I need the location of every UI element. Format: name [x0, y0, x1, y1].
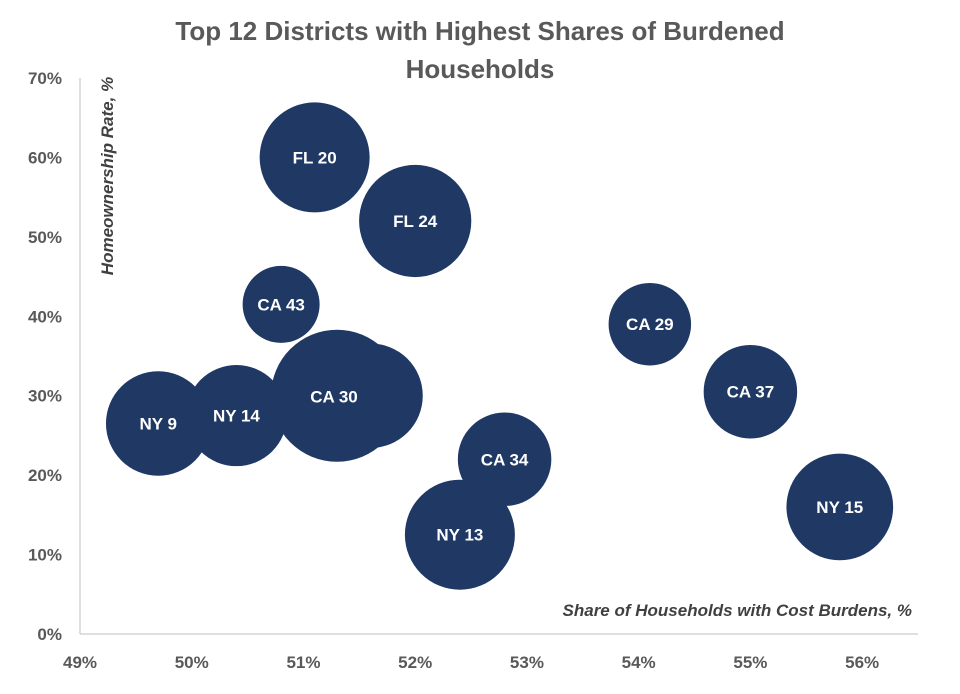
chart-title-line-1: Top 12 Districts with Highest Shares of …: [175, 16, 785, 46]
bubble-circle: [270, 329, 403, 462]
bubble-label: CA 43: [257, 295, 305, 314]
y-tick-labels: 0% 10% 20% 30% 40% 50% 60% 70%: [28, 69, 62, 644]
y-tick-label: 20%: [28, 466, 62, 485]
y-tick-label: 70%: [28, 69, 62, 88]
bubble: FL 24: [359, 164, 472, 278]
bubble-label: CA 37: [727, 383, 775, 402]
x-axis-title: Share of Households with Cost Burdens, %: [563, 601, 912, 620]
bubble-circle: [457, 412, 552, 507]
y-tick-label: 40%: [28, 307, 62, 326]
bubble-label: FL 24: [393, 212, 438, 231]
bubble-label: NY 9: [139, 415, 177, 434]
bubble-label: CA 30: [310, 388, 358, 407]
bubble: CA 34: [457, 412, 552, 507]
bubble-label: CA 34: [481, 450, 529, 469]
bubble: CA 29: [608, 282, 692, 366]
bubble: NY 9: [105, 371, 211, 476]
bubble-circle: [259, 102, 370, 213]
chart-title: Top 12 Districts with Highest Shares of …: [0, 12, 960, 88]
x-tick-labels: 49% 50% 51% 52% 53% 54% 55% 56%: [63, 653, 879, 672]
bubble: CA 37: [703, 344, 798, 439]
y-tick-label: 30%: [28, 387, 62, 406]
bubble-circle: [786, 453, 894, 561]
bubble-label: NY 13: [436, 526, 483, 545]
bubble: FL 20: [259, 102, 370, 213]
bubble-label: NY 14: [213, 407, 260, 426]
bubble-circle: [608, 282, 692, 366]
bubble-label: CA 29: [626, 315, 674, 334]
bubble-label: FL 20: [293, 148, 337, 167]
y-axis-title: Homeownership Rate, %: [98, 77, 117, 275]
x-tick-label: 55%: [733, 653, 767, 672]
bubble-circle: [359, 164, 472, 278]
x-tick-label: 52%: [398, 653, 432, 672]
x-tick-label: 53%: [510, 653, 544, 672]
bubble-circle: [703, 344, 798, 439]
bubble: NY 13: [404, 479, 515, 590]
bubble-circle: [185, 364, 288, 467]
chart-title-line-2: Households: [405, 54, 555, 84]
x-tick-label: 51%: [286, 653, 320, 672]
x-tick-label: 56%: [845, 653, 879, 672]
bubble: NY 15: [786, 453, 894, 561]
bubble: NY 14: [185, 364, 288, 467]
bubble: CA 30: [270, 329, 403, 462]
x-tick-label: 49%: [63, 653, 97, 672]
x-tick-label: 54%: [622, 653, 656, 672]
y-tick-label: 50%: [28, 228, 62, 247]
bubble-circle: [404, 479, 515, 590]
bubble: CA 43: [242, 265, 320, 343]
y-tick-label: 0%: [37, 625, 62, 644]
bubble-label: NY 15: [816, 498, 863, 517]
x-tick-label: 50%: [175, 653, 209, 672]
axes: [79, 78, 918, 635]
bubble-circle: [242, 265, 320, 343]
y-tick-label: 10%: [28, 546, 62, 565]
y-tick-label: 60%: [28, 148, 62, 167]
bubble-circle: [105, 371, 211, 476]
